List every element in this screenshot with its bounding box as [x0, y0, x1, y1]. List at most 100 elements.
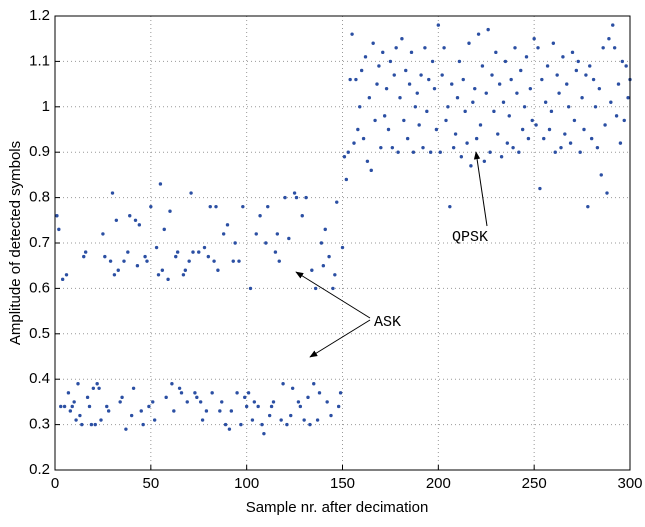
point — [78, 413, 82, 418]
point — [319, 241, 324, 245]
point — [607, 37, 611, 41]
point — [488, 150, 492, 154]
point — [294, 195, 299, 200]
point — [494, 50, 498, 55]
point — [528, 86, 533, 91]
point — [87, 404, 92, 409]
point — [99, 418, 103, 422]
point — [220, 400, 224, 404]
point — [624, 64, 628, 68]
point — [80, 422, 84, 427]
point — [214, 204, 218, 209]
point — [76, 382, 80, 386]
point — [160, 268, 165, 272]
point — [358, 105, 362, 109]
annotation: QPSK — [452, 229, 488, 246]
point — [177, 386, 182, 390]
point — [306, 395, 310, 400]
y-tick-label: 1.1 — [29, 52, 50, 69]
point — [436, 23, 441, 27]
point — [129, 413, 134, 418]
point — [233, 241, 237, 245]
point — [218, 409, 222, 413]
point — [223, 422, 228, 427]
point — [584, 73, 588, 77]
point — [141, 422, 145, 427]
point — [519, 68, 523, 73]
point — [85, 395, 90, 400]
point — [473, 86, 477, 91]
point — [244, 404, 249, 409]
point — [187, 259, 191, 263]
point — [455, 96, 460, 100]
point — [469, 164, 473, 168]
point — [404, 68, 408, 73]
point — [156, 273, 161, 277]
point — [453, 132, 458, 136]
point — [191, 250, 195, 254]
point — [149, 204, 153, 209]
point — [563, 132, 567, 136]
point — [478, 123, 483, 127]
point — [97, 386, 101, 390]
point — [308, 422, 312, 427]
point — [342, 155, 347, 159]
points — [55, 23, 632, 436]
x-tick-label: 150 — [330, 475, 355, 492]
point — [298, 404, 303, 409]
point — [89, 422, 94, 427]
point — [254, 232, 258, 236]
point — [601, 46, 605, 50]
point — [83, 250, 88, 254]
point — [549, 109, 554, 114]
point — [614, 114, 619, 118]
point — [578, 150, 582, 154]
point — [241, 204, 245, 209]
point — [248, 286, 253, 291]
point — [413, 105, 418, 109]
point — [336, 404, 341, 409]
point — [289, 413, 293, 418]
point — [430, 59, 435, 64]
point — [543, 100, 548, 104]
point — [340, 245, 345, 250]
point — [352, 141, 356, 145]
point — [281, 382, 285, 386]
point — [231, 259, 235, 263]
point — [246, 391, 251, 395]
point — [315, 418, 320, 422]
point — [369, 168, 373, 173]
point — [457, 59, 462, 64]
point — [285, 422, 289, 427]
point — [344, 177, 349, 182]
point — [283, 195, 287, 200]
point — [476, 32, 481, 36]
point — [193, 391, 197, 395]
ask-annotation: ASK — [295, 271, 401, 358]
point — [310, 268, 314, 272]
point — [446, 105, 450, 109]
point — [227, 427, 232, 431]
point — [467, 41, 471, 45]
point — [74, 418, 78, 422]
x-tick-label: 300 — [617, 475, 642, 492]
point — [511, 145, 515, 150]
point — [118, 400, 122, 404]
point — [555, 73, 559, 77]
point — [526, 136, 531, 141]
point — [425, 109, 429, 114]
point — [586, 204, 590, 209]
x-tick-label: 250 — [522, 475, 547, 492]
point — [524, 55, 529, 59]
point — [170, 382, 174, 386]
point — [450, 82, 454, 86]
point — [384, 86, 389, 91]
point — [513, 46, 517, 50]
point — [379, 145, 383, 150]
point — [137, 223, 142, 227]
point — [394, 46, 398, 50]
point — [323, 227, 327, 232]
point — [382, 114, 387, 118]
point — [91, 386, 96, 390]
